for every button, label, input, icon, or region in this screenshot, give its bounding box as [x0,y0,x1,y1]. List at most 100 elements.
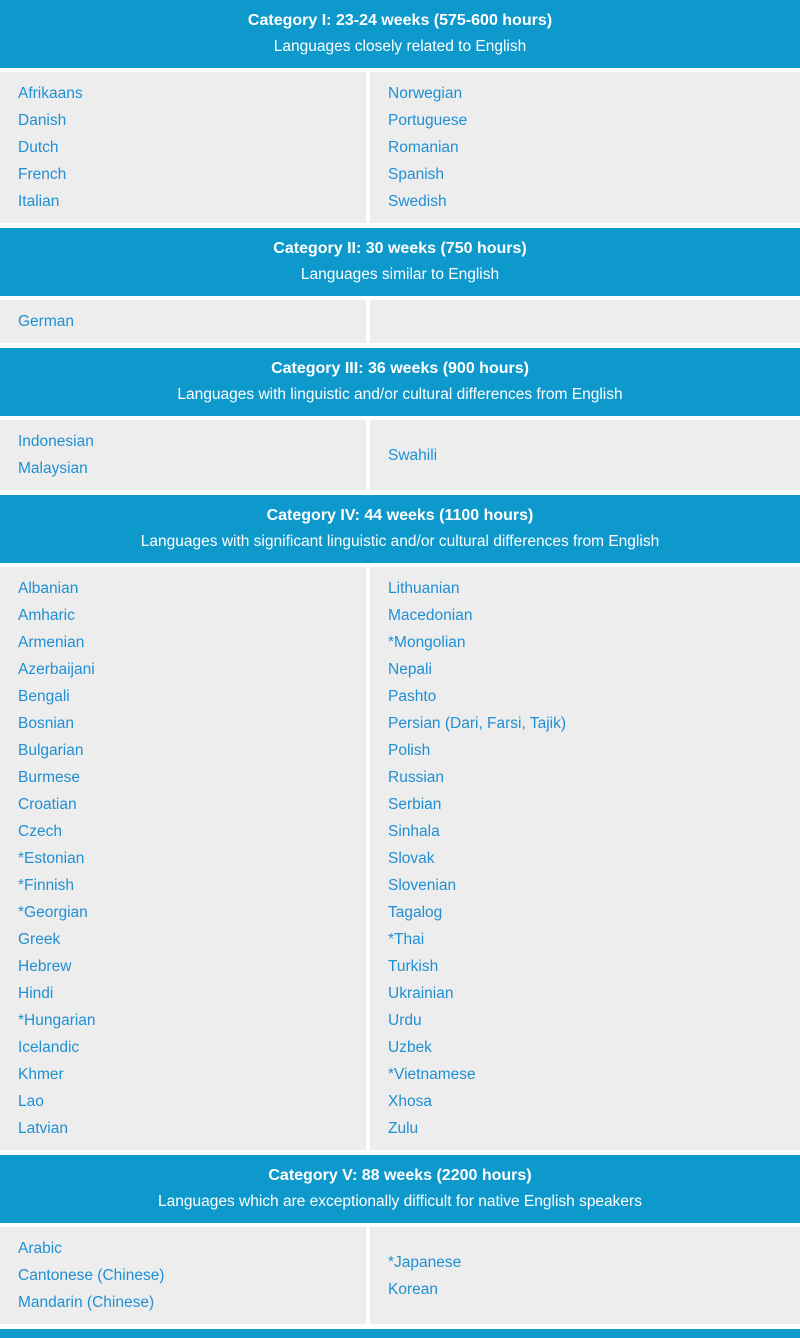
category-header: Category I: 23-24 weeks (575-600 hours) … [0,0,800,68]
language-item: Dutch [18,139,59,156]
language-item: *Georgian [18,904,88,921]
language-item: Arabic [18,1240,62,1257]
language-item: *Mongolian [388,634,466,651]
language-item: Indonesian [18,433,94,450]
language-item: *Estonian [18,850,85,867]
category-title: Category I: 23-24 weeks (575-600 hours) [247,12,553,29]
language-item: Armenian [18,634,85,651]
category-content: Indonesian Malaysian Swahili [0,420,800,490]
language-item: Tagalog [388,904,443,921]
language-item: Albanian [18,580,79,597]
category-section-5: Category V: 88 weeks (2200 hours) Langua… [0,1155,800,1324]
language-item: Macedonian [388,607,473,624]
language-item: Sinhala [388,823,440,840]
language-item: Mandarin (Chinese) [18,1294,155,1311]
language-column-left: German [0,300,366,343]
category-title: Category IV: 44 weeks (1100 hours) [266,507,534,524]
category-section-4: Category IV: 44 weeks (1100 hours) Langu… [0,495,800,1150]
category-content: German [0,300,800,343]
language-item: Czech [18,823,62,840]
language-item: Xhosa [388,1093,432,1110]
category-title: Category II: 30 weeks (750 hours) [273,240,527,257]
language-column-left: Indonesian Malaysian [0,420,366,490]
language-item: Spanish [388,166,445,183]
column-divider [366,567,370,1150]
language-item: *Thai [388,931,425,948]
language-column-left: Albanian Amharic Armenian Azerbaijani Bengal… [0,567,366,1150]
language-column-right: *Japanese Korean [370,1227,800,1324]
language-item: Persian (Dari, Farsi, Tajik) [388,715,567,732]
language-item: Russian [388,769,444,786]
category-title: Category V: 88 weeks (2200 hours) [268,1167,532,1184]
category-subtitle: Languages with significant linguistic an… [140,533,660,550]
category-header: Category II: 30 weeks (750 hours) Langua… [0,228,800,296]
language-item: Swedish [388,193,447,210]
category-content: Afrikaans Danish Dutch French Italian Norweg… [0,72,800,223]
language-column-right: Lithuanian Macedonian *Mongolian Nepali Pash… [370,567,800,1150]
language-item: Danish [18,112,67,129]
language-item: Nepali [388,661,432,678]
language-item: Lao [18,1093,44,1110]
language-item: Burmese [18,769,81,786]
category-subtitle: Languages which are exceptionally diffic… [158,1193,642,1210]
language-item: *Japanese [388,1253,462,1271]
category-content: Arabic Cantonese (Chinese) Mandarin (Chine… [0,1227,800,1324]
language-item: Norwegian [388,85,463,102]
category-section-3: Category III: 36 weeks (900 hours) Langu… [0,348,800,490]
language-item: Swahili [388,446,438,464]
language-item: Serbian [388,796,442,813]
language-item: Korean [388,1280,438,1298]
column-divider [366,1227,370,1324]
language-item: Ukrainian [388,985,454,1002]
language-item: Uzbek [388,1039,432,1056]
language-item: Bulgarian [18,742,84,759]
language-item: Bosnian [18,715,75,732]
language-item: Zulu [388,1120,419,1137]
language-item: Pashto [388,688,437,705]
language-item: Malaysian [18,460,88,477]
language-item: Lithuanian [388,580,460,597]
column-divider [366,300,370,343]
language-item: *Finnish [18,877,74,894]
language-item: Urdu [388,1012,422,1029]
language-item: Slovak [388,850,435,867]
language-item: Hebrew [18,958,72,975]
language-item: Khmer [18,1066,64,1083]
category-header: Category III: 36 weeks (900 hours) Langu… [0,348,800,416]
language-item: *Hungarian [18,1012,96,1029]
category-header: Category IV: 44 weeks (1100 hours) Langu… [0,495,800,563]
language-item: German [18,313,74,330]
category-subtitle: Languages closely related to English [273,38,527,55]
language-item: Croatian [18,796,77,813]
category-subtitle: Languages with linguistic and/or cultura… [177,386,623,403]
language-item: Italian [18,193,60,210]
category-header: Category V: 88 weeks (2200 hours) Langua… [0,1155,800,1223]
language-column-left: Arabic Cantonese (Chinese) Mandarin (Chine… [0,1227,366,1324]
language-item: Icelandic [18,1039,80,1056]
language-column-left: Afrikaans Danish Dutch French Italian [0,72,366,223]
language-item: Turkish [388,958,439,975]
partial-next-header-bar [0,1329,800,1338]
language-item: Romanian [388,139,459,156]
language-item: Greek [18,931,61,948]
language-item: Polish [388,742,431,759]
language-item: Afrikaans [18,85,83,102]
language-column-right: Swahili [370,420,800,490]
language-item: Hindi [18,985,54,1002]
column-divider [366,420,370,490]
language-item: Bengali [18,688,70,705]
language-item: French [18,166,67,183]
category-section-1: Category I: 23-24 weeks (575-600 hours) … [0,0,800,223]
language-item: Cantonese (Chinese) [18,1267,165,1284]
category-content: Albanian Amharic Armenian Azerbaijani Bengal… [0,567,800,1150]
language-item: Azerbaijani [18,661,95,678]
language-column-right: Norwegian Portuguese Romanian Spanish Swedis… [370,72,800,223]
language-item: Portuguese [388,112,468,129]
column-divider [366,72,370,223]
category-section-2: Category II: 30 weeks (750 hours) Langua… [0,228,800,343]
language-column-right [370,300,800,343]
category-title: Category III: 36 weeks (900 hours) [271,360,529,377]
language-item: Latvian [18,1120,68,1137]
language-item: *Vietnamese [388,1066,476,1083]
